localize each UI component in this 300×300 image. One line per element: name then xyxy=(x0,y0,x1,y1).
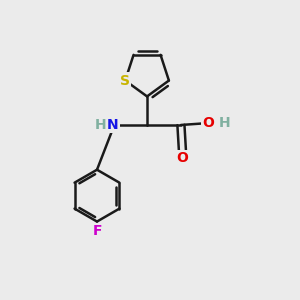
Text: H: H xyxy=(95,118,106,132)
Text: O: O xyxy=(176,151,188,165)
Text: S: S xyxy=(120,74,130,88)
Text: N: N xyxy=(107,118,118,132)
Text: O: O xyxy=(202,116,214,130)
Text: F: F xyxy=(92,224,102,238)
Text: H: H xyxy=(218,116,230,130)
